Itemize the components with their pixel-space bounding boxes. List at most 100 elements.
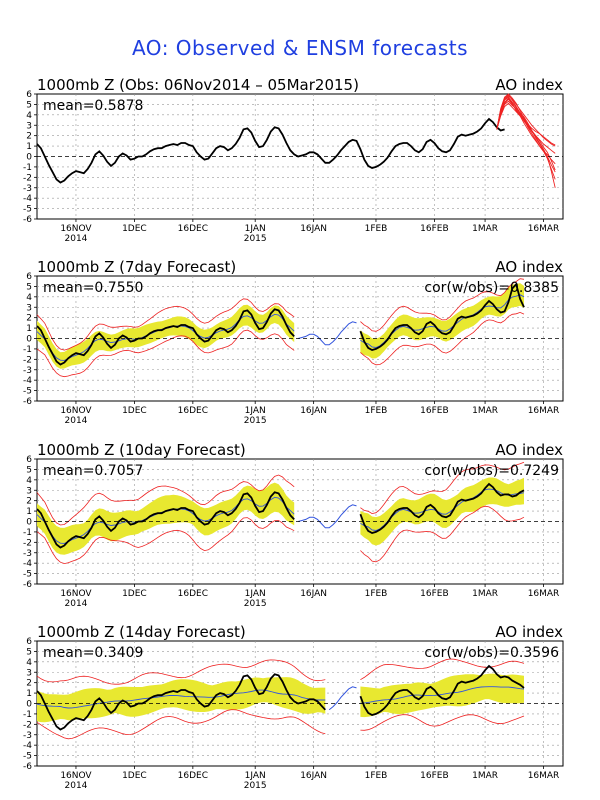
x-tick-label: 16FEB: [420, 771, 449, 781]
panel-index-label: AO index: [495, 76, 563, 94]
y-tick-label: -3: [23, 184, 32, 194]
spread-band: [360, 477, 524, 546]
member-min-line: [360, 505, 525, 563]
x-tick-year: 2015: [244, 416, 267, 426]
y-tick-label: -6: [23, 762, 32, 772]
y-tick-label: 5: [26, 465, 32, 475]
panel-title: 1000mb Z (14day Forecast): [37, 623, 246, 641]
y-tick-label: -2: [23, 720, 32, 730]
panel-index-label: AO index: [495, 258, 563, 276]
y-tick-label: 6: [26, 455, 32, 465]
y-tick-label: -6: [23, 580, 32, 590]
x-tick-label: 16JAN: [300, 406, 327, 416]
y-tick-label: 2: [26, 497, 32, 507]
y-tick-label: 3: [26, 668, 32, 678]
x-tick-label: 16JAN: [300, 224, 327, 234]
panel-index-label: AO index: [495, 441, 563, 459]
y-tick-label: 6: [26, 90, 32, 100]
x-tick-label: 16JAN: [300, 771, 327, 781]
y-tick-label: 0: [26, 518, 32, 528]
y-tick-label: -5: [23, 570, 32, 580]
y-tick-label: -4: [23, 741, 32, 751]
spread-band: [360, 283, 524, 359]
y-tick-label: -3: [23, 366, 32, 376]
y-tick-label: -1: [23, 345, 32, 355]
mean-label: mean=0.7550: [43, 280, 143, 296]
panel-title: 1000mb Z (7day Forecast): [37, 258, 236, 276]
y-tick-label: -5: [23, 205, 32, 215]
y-tick-label: 2: [26, 314, 32, 324]
y-tick-label: 4: [26, 658, 32, 668]
x-tick-label: 16NOV: [60, 771, 92, 781]
x-tick-year: 2014: [65, 416, 88, 426]
y-tick-label: -5: [23, 387, 32, 397]
observed-line: [359, 482, 525, 534]
x-tick-label: 16JAN: [300, 589, 327, 599]
correlation-label: cor(w/obs)=0.8385: [424, 280, 559, 296]
y-tick-label: -4: [23, 194, 32, 204]
member-forecast-line: [496, 98, 556, 154]
y-tick-label: 4: [26, 476, 32, 486]
y-tick-label: -2: [23, 538, 32, 548]
x-tick-label: 1JAN: [245, 589, 266, 599]
observed-line: [359, 282, 525, 351]
y-tick-label: 0: [26, 153, 32, 163]
x-tick-label: 1DEC: [122, 771, 147, 781]
member-min-line: [36, 329, 295, 378]
member-min-line: [36, 709, 326, 740]
y-tick-label: 3: [26, 486, 32, 496]
y-tick-label: 5: [26, 100, 32, 110]
x-tick-year: 2014: [65, 234, 88, 244]
y-tick-label: 6: [26, 272, 32, 282]
mean-label: mean=0.7057: [43, 463, 143, 479]
x-tick-label: 16DEC: [178, 406, 208, 416]
x-tick-label: 1FEB: [365, 589, 388, 599]
correlation-label: cor(w/obs)=0.7249: [424, 463, 559, 479]
y-tick-label: 3: [26, 303, 32, 313]
observed-line: [297, 321, 357, 346]
x-tick-label: 16DEC: [178, 224, 208, 234]
x-tick-label: 1MAR: [472, 589, 498, 599]
member-max-line: [360, 461, 525, 515]
y-tick-label: 1: [26, 142, 32, 152]
x-tick-year: 2015: [244, 599, 267, 609]
x-tick-label: 16NOV: [60, 224, 92, 234]
observed-line: [328, 686, 357, 711]
y-tick-label: 1: [26, 324, 32, 334]
x-tick-year: 2014: [65, 781, 88, 791]
y-tick-label: -5: [23, 752, 32, 762]
member-max-line: [36, 474, 295, 526]
member-max-line: [36, 298, 295, 351]
x-tick-year: 2014: [65, 599, 88, 609]
member-forecast-line: [496, 95, 556, 147]
member-max-line: [36, 659, 326, 685]
y-tick-label: 0: [26, 700, 32, 710]
member-forecast-line: [496, 94, 556, 180]
x-tick-label: 1JAN: [245, 406, 266, 416]
y-tick-label: -3: [23, 731, 32, 741]
y-tick-label: 2: [26, 679, 32, 689]
y-tick-label: -6: [23, 397, 32, 407]
member-max-line: [360, 658, 525, 681]
spread-band: [37, 677, 326, 723]
y-tick-label: 4: [26, 293, 32, 303]
x-tick-label: 16FEB: [420, 224, 449, 234]
y-tick-label: -6: [23, 215, 32, 225]
ensemble-mean-line: [360, 686, 525, 704]
member-min-line: [360, 311, 525, 366]
x-tick-year: 2015: [244, 234, 267, 244]
x-tick-label: 16NOV: [60, 589, 92, 599]
spread-band: [360, 673, 524, 718]
spread-band: [37, 482, 295, 555]
y-tick-label: 3: [26, 121, 32, 131]
x-tick-label: 16FEB: [420, 589, 449, 599]
member-min-line: [360, 714, 525, 731]
ensemble-mean-line: [36, 689, 326, 709]
mean-label: mean=0.5878: [43, 98, 143, 114]
y-tick-label: -4: [23, 376, 32, 386]
y-tick-label: 1: [26, 507, 32, 517]
observed-line: [36, 673, 326, 731]
observed-line: [359, 664, 525, 716]
observed-line: [36, 308, 295, 366]
